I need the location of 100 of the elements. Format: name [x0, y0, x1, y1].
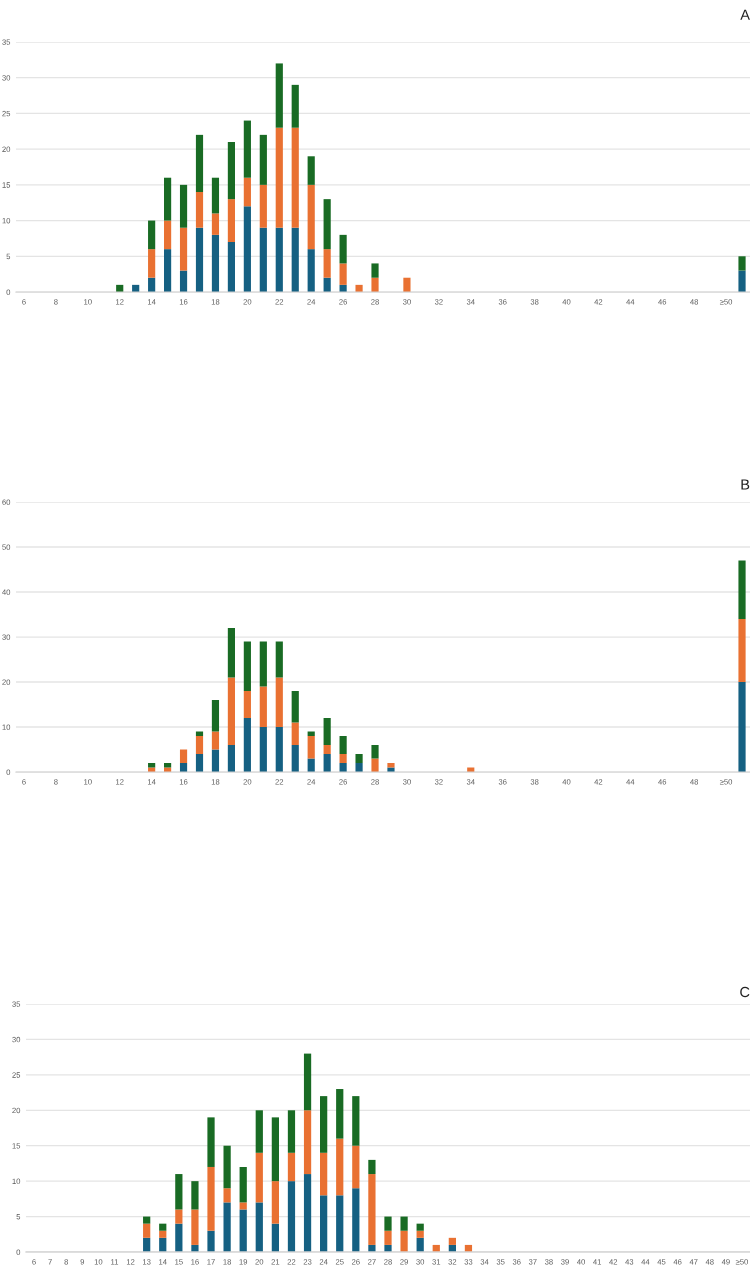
bar — [291, 84, 299, 128]
bar — [303, 1053, 312, 1111]
bar — [239, 1166, 247, 1203]
bar — [275, 727, 283, 772]
bar — [195, 134, 204, 192]
bar — [179, 227, 188, 271]
bar — [320, 1152, 328, 1196]
bar — [227, 628, 235, 678]
bar — [207, 1230, 215, 1252]
bar — [352, 1096, 360, 1146]
bar — [371, 277, 379, 292]
bar — [738, 270, 746, 292]
bar — [323, 754, 331, 772]
bar — [211, 749, 220, 772]
bar — [143, 1223, 151, 1238]
bar — [259, 184, 267, 228]
bar — [227, 199, 235, 242]
bar — [355, 284, 363, 292]
bar — [303, 1174, 312, 1252]
bar — [211, 731, 220, 750]
bar — [339, 234, 347, 264]
bar — [239, 1209, 247, 1252]
bar — [323, 199, 331, 250]
bar — [287, 1110, 296, 1153]
bar — [339, 754, 347, 763]
bar — [738, 682, 746, 772]
bar — [175, 1174, 183, 1210]
bar — [320, 1096, 328, 1153]
bar — [227, 242, 235, 292]
bar — [259, 727, 267, 772]
bar — [195, 731, 204, 736]
bar — [207, 1166, 215, 1231]
bar — [243, 641, 251, 691]
bar — [243, 177, 251, 207]
bar — [307, 184, 315, 250]
bar — [223, 1202, 231, 1252]
bar — [336, 1089, 344, 1139]
bar — [387, 767, 395, 772]
chart-title: C — [740, 986, 750, 998]
bar — [387, 763, 395, 768]
bar — [307, 736, 315, 759]
bar — [307, 731, 315, 736]
bar — [227, 677, 235, 745]
bar — [339, 736, 347, 754]
bar — [259, 686, 267, 727]
bar — [336, 1195, 344, 1252]
bar — [448, 1237, 456, 1245]
bar — [191, 1244, 199, 1252]
bar — [195, 192, 204, 228]
bar — [291, 745, 299, 772]
bar — [291, 127, 299, 228]
bar — [223, 1188, 231, 1203]
bar — [275, 63, 283, 128]
bar — [191, 1181, 199, 1210]
bar — [259, 227, 267, 292]
bar — [211, 700, 220, 732]
bar — [227, 745, 235, 772]
bar — [227, 142, 235, 200]
bar — [352, 1188, 360, 1252]
bar — [371, 263, 379, 278]
bar — [179, 184, 188, 228]
bar — [400, 1216, 408, 1231]
bar — [307, 249, 315, 292]
bar — [179, 749, 188, 763]
bar — [275, 227, 283, 292]
bar — [164, 177, 172, 221]
bar — [143, 1216, 151, 1224]
bar — [291, 722, 299, 745]
bar — [355, 754, 363, 763]
bar — [271, 1181, 279, 1224]
bar — [275, 127, 283, 228]
bar — [371, 758, 379, 772]
bar — [179, 270, 188, 292]
chart-title: B — [741, 479, 750, 490]
bar — [307, 156, 315, 185]
bar — [323, 718, 331, 745]
bar — [287, 1152, 296, 1182]
bar — [195, 736, 204, 754]
bar — [416, 1230, 424, 1238]
bar — [291, 691, 299, 723]
bar — [368, 1244, 376, 1252]
bar — [291, 227, 299, 292]
bar — [255, 1152, 263, 1203]
bar — [211, 177, 220, 214]
bar — [243, 120, 251, 178]
bar — [175, 1209, 183, 1224]
bar — [336, 1138, 344, 1196]
bar — [355, 763, 363, 772]
bar — [323, 249, 331, 278]
bar — [164, 249, 172, 292]
bar — [368, 1159, 376, 1175]
bar — [159, 1230, 167, 1238]
bar — [416, 1223, 424, 1231]
bar — [287, 1181, 296, 1252]
bar — [384, 1230, 392, 1245]
bar — [195, 754, 204, 772]
bar — [339, 263, 347, 285]
bar — [303, 1110, 312, 1175]
bar — [271, 1223, 279, 1252]
bar — [738, 256, 746, 271]
